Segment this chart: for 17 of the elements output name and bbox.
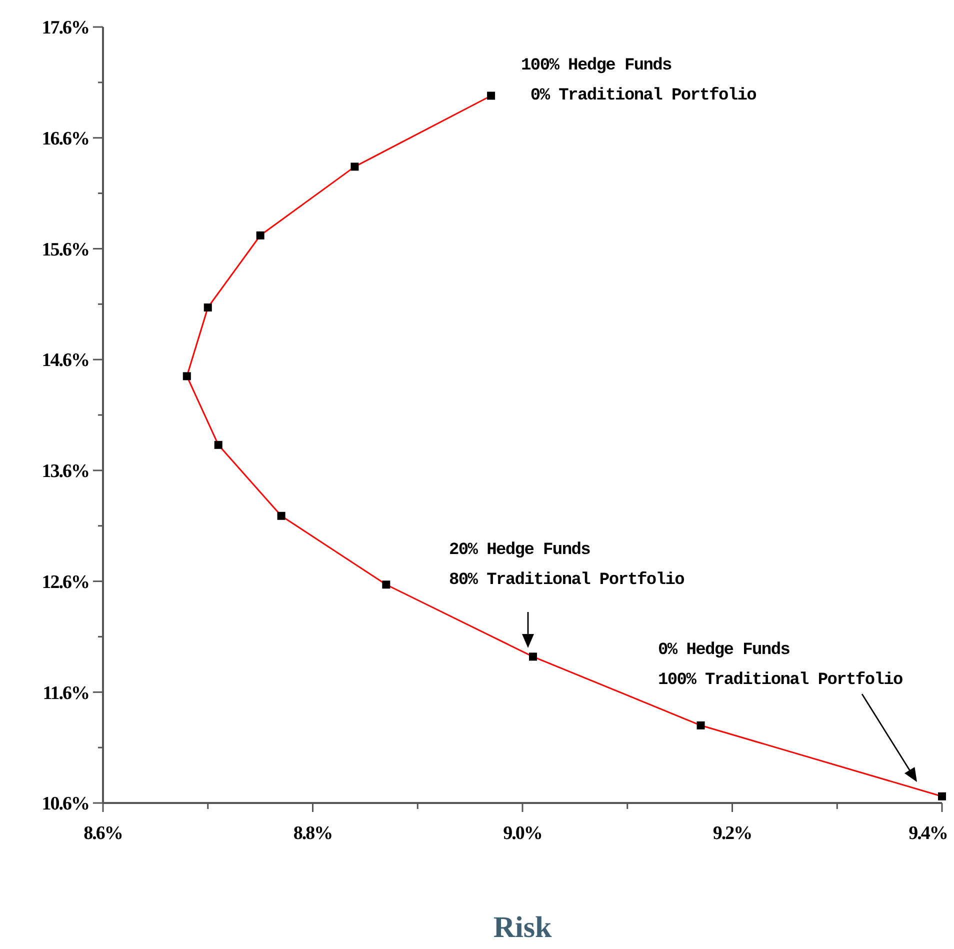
- y-tick-label: 12.6%: [42, 572, 89, 593]
- annotation: 100% Hedge Funds 0% Traditional Portfolio: [521, 56, 757, 106]
- y-tick-label: 10.6%: [42, 794, 89, 815]
- x-axis-title: Risk: [493, 911, 552, 944]
- annotation: 0% Hedge Funds 100% Traditional Portfolio: [658, 641, 904, 690]
- x-tick-label: 9.4%: [908, 823, 948, 844]
- y-tick-label: 14.6%: [42, 350, 89, 372]
- x-tick-label: 9.0%: [503, 823, 542, 844]
- x-tick-label: 8.8%: [293, 823, 332, 844]
- y-tick-label: 15.6%: [42, 239, 89, 260]
- y-tick-label: 16.6%: [42, 128, 89, 150]
- y-tick-label: 11.6%: [42, 682, 89, 704]
- annotation: 20% Hedge Funds 80% Traditional Portfolio: [449, 541, 685, 590]
- x-tick-label: 8.6%: [84, 823, 122, 844]
- x-tick-label: 9.2%: [712, 823, 752, 844]
- y-tick-label: 17.6%: [42, 18, 89, 39]
- y-tick-label: 13.6%: [42, 461, 89, 482]
